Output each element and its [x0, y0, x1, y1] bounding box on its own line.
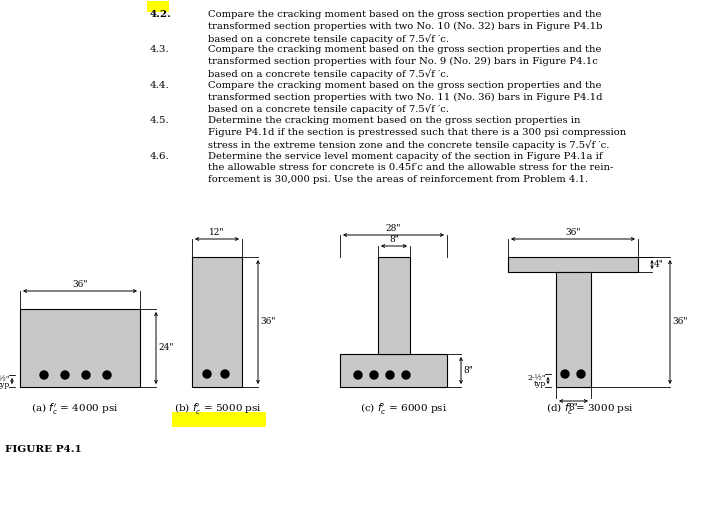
Bar [20, 309, 140, 387]
Text: based on a concrete tensile capacity of 7.5√f ′c.: based on a concrete tensile capacity of … [208, 33, 449, 44]
Bar [340, 354, 447, 387]
Text: (c) $f_c^{\prime}$ = 6000 psi: (c) $f_c^{\prime}$ = 6000 psi [360, 401, 447, 417]
Circle shape [386, 371, 394, 379]
Text: 4.2.: 4.2. [150, 10, 172, 19]
Text: 36": 36" [672, 317, 688, 326]
Circle shape [61, 371, 69, 379]
Text: based on a concrete tensile capacity of 7.5√f ′c.: based on a concrete tensile capacity of … [208, 69, 449, 79]
Circle shape [82, 371, 90, 379]
Text: 36": 36" [565, 228, 580, 237]
Text: 8": 8" [389, 235, 399, 244]
FancyBboxPatch shape [172, 411, 266, 426]
Text: the allowable stress for concrete is 0.45f′c and the allowable stress for the re: the allowable stress for concrete is 0.4… [208, 163, 613, 172]
Text: 2-½": 2-½" [0, 375, 10, 383]
Text: 4.3.: 4.3. [150, 45, 170, 54]
Text: 4.6.: 4.6. [150, 151, 170, 161]
Text: forcement is 30,000 psi. Use the areas of reinforcement from Problem 4.1.: forcement is 30,000 psi. Use the areas o… [208, 175, 588, 184]
Text: FIGURE P4.1: FIGURE P4.1 [5, 445, 82, 454]
Text: based on a concrete tensile capacity of 7.5√f ′c.: based on a concrete tensile capacity of … [208, 104, 449, 114]
Text: 36": 36" [72, 280, 88, 289]
Circle shape [354, 371, 362, 379]
Text: (b) $f_c^{\prime}$ = 5000 psi: (b) $f_c^{\prime}$ = 5000 psi [174, 401, 262, 417]
Text: 12": 12" [210, 228, 225, 237]
Text: typ: typ [0, 381, 10, 389]
Text: 8": 8" [463, 366, 473, 375]
Text: 2-½": 2-½" [528, 374, 546, 383]
Text: Figure P4.1d if the section is prestressed such that there is a 300 psi compress: Figure P4.1d if the section is prestress… [208, 128, 626, 137]
Text: 8": 8" [569, 403, 578, 412]
Text: typ: typ [533, 381, 546, 388]
Text: (d) $f_c^{\prime}$ = 3000 psi: (d) $f_c^{\prime}$ = 3000 psi [546, 401, 634, 417]
Text: 36": 36" [260, 317, 275, 326]
Text: 4.4.: 4.4. [150, 81, 170, 90]
Text: Compare the cracking moment based on the gross section properties and the: Compare the cracking moment based on the… [208, 10, 601, 19]
Text: transformed section properties with two No. 11 (No. 36) bars in Figure P4.1d: transformed section properties with two … [208, 92, 602, 102]
Bar [508, 257, 638, 272]
Text: 28": 28" [386, 224, 401, 233]
Text: transformed section properties with four No. 9 (No. 29) bars in Figure P4.1c: transformed section properties with four… [208, 57, 598, 66]
FancyBboxPatch shape [147, 1, 168, 11]
Text: Determine the cracking moment based on the gross section properties in: Determine the cracking moment based on t… [208, 116, 580, 125]
Text: stress in the extreme tension zone and the concrete tensile capacity is 7.5√f ′c: stress in the extreme tension zone and t… [208, 140, 609, 150]
Circle shape [103, 371, 111, 379]
Text: 4.5.: 4.5. [150, 116, 170, 125]
Text: Compare the cracking moment based on the gross section properties and the: Compare the cracking moment based on the… [208, 45, 601, 54]
Circle shape [221, 370, 229, 378]
Circle shape [561, 370, 569, 378]
Circle shape [577, 370, 585, 378]
Text: Compare the cracking moment based on the gross section properties and the: Compare the cracking moment based on the… [208, 81, 601, 90]
Bar [192, 257, 242, 387]
Text: Determine the service level moment capacity of the section in Figure P4.1a if: Determine the service level moment capac… [208, 151, 603, 161]
Circle shape [370, 371, 378, 379]
Text: transformed section properties with two No. 10 (No. 32) bars in Figure P4.1b: transformed section properties with two … [208, 22, 602, 31]
Bar [556, 272, 591, 387]
Text: (a) $f_c^{\prime}$ = 4000 psi: (a) $f_c^{\prime}$ = 4000 psi [32, 401, 118, 417]
Circle shape [203, 370, 211, 378]
Circle shape [402, 371, 410, 379]
Text: 24": 24" [158, 343, 174, 352]
Bar [378, 257, 410, 354]
Text: 4": 4" [654, 260, 664, 269]
Circle shape [40, 371, 48, 379]
